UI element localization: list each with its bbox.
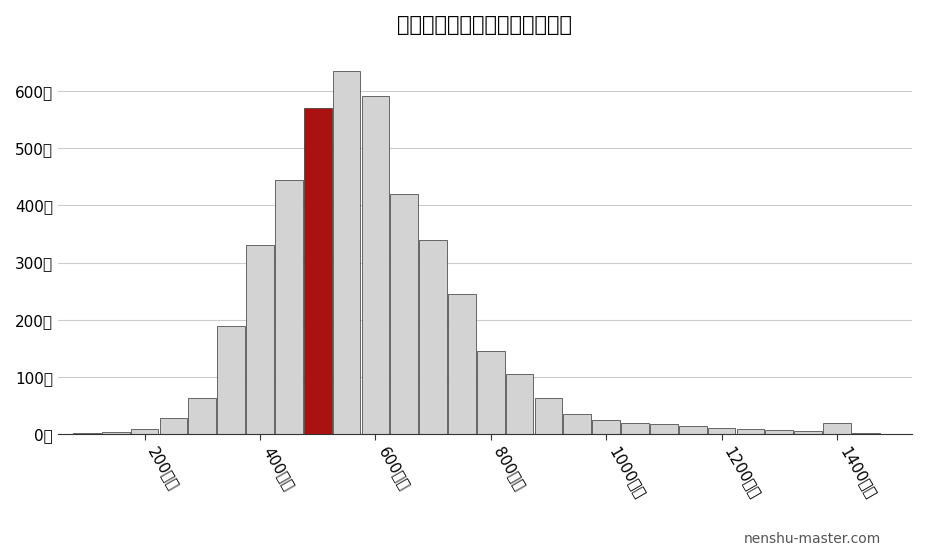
Bar [766, 430, 794, 434]
Title: アドソル日進の年収ポジション: アドソル日進の年収ポジション [398, 15, 573, 35]
Bar [621, 423, 649, 434]
Bar [448, 294, 476, 434]
Bar [650, 424, 678, 434]
Bar [476, 351, 504, 434]
Bar [246, 246, 273, 434]
Bar [419, 240, 447, 434]
Bar [737, 429, 764, 434]
Bar [679, 426, 706, 434]
Bar [275, 179, 302, 434]
Bar [535, 398, 563, 434]
Bar [564, 414, 591, 434]
Bar [188, 398, 216, 434]
Bar [707, 428, 735, 434]
Bar [362, 96, 389, 434]
Text: nenshu-master.com: nenshu-master.com [743, 532, 881, 546]
Bar [794, 431, 822, 434]
Bar [159, 418, 187, 434]
Bar [852, 433, 880, 434]
Bar [304, 108, 332, 434]
Bar [506, 374, 533, 434]
Bar [823, 423, 851, 434]
Bar [102, 432, 130, 434]
Bar [592, 420, 620, 434]
Bar [390, 194, 418, 434]
Bar [217, 326, 245, 434]
Bar [333, 71, 361, 434]
Bar [73, 433, 101, 434]
Bar [131, 429, 159, 434]
